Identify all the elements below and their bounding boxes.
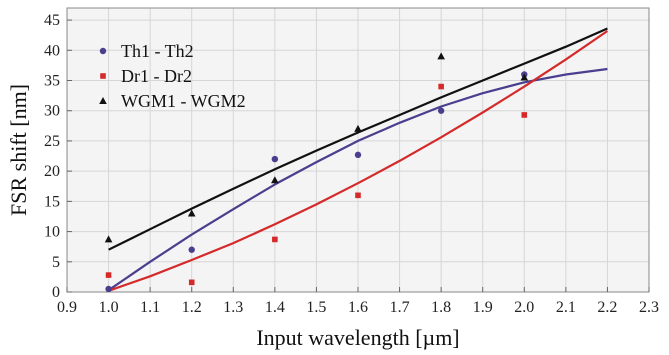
x-tick-label: 1.4 <box>265 299 285 316</box>
legend: Th1 - Th2 Dr1 - Dr2 WGM1 - WGM2 <box>99 41 246 111</box>
data-point-square <box>521 112 528 118</box>
data-points <box>104 52 529 293</box>
data-point-circle <box>105 285 112 293</box>
y-tick-label: 25 <box>44 133 60 150</box>
legend-label: WGM1 - WGM2 <box>121 91 246 111</box>
legend-label: Th1 - Th2 <box>121 41 194 61</box>
y-tick-label: 40 <box>44 42 60 59</box>
x-tick-label: 2.0 <box>514 299 534 316</box>
data-point-square <box>355 192 361 199</box>
y-tick-label: 5 <box>52 254 60 271</box>
data-point-square <box>438 83 444 90</box>
x-tick-label: 1.2 <box>182 299 202 316</box>
x-tick-label: 0.9 <box>57 299 77 316</box>
data-point-square <box>105 272 112 278</box>
data-point-triangle <box>271 176 279 184</box>
x-tick-label: 2.1 <box>556 299 576 316</box>
y-tick-label: 15 <box>44 193 60 210</box>
axis-ticks: 0.9 1.0 1.1 1.2 1.3 1.4 1.5 1.6 1.7 1.8 1.9 2.0 2.1 2… <box>44 12 659 316</box>
legend-marker-square <box>100 73 106 79</box>
fit-curves <box>107 27 609 292</box>
data-point-circle <box>188 246 195 253</box>
data-point-circle <box>271 155 279 163</box>
data-point-circle <box>354 151 362 159</box>
y-tick-label: 10 <box>44 224 60 241</box>
y-tick-label: 45 <box>44 12 60 29</box>
fit-curve-triangle <box>108 27 608 251</box>
y-tick-label: 20 <box>44 163 60 180</box>
data-point-triangle <box>104 235 113 243</box>
x-tick-label: 1.0 <box>99 299 119 316</box>
x-tick-label: 2.2 <box>597 299 617 316</box>
data-point-square <box>272 236 278 243</box>
x-tick-label: 2.3 <box>639 299 659 316</box>
x-tick-label: 1.6 <box>348 299 368 316</box>
x-tick-label: 1.5 <box>306 299 326 316</box>
data-point-triangle <box>354 124 362 132</box>
fit-curve-circle <box>107 67 608 292</box>
x-tick-label: 1.8 <box>431 299 451 316</box>
data-point-triangle <box>437 52 445 60</box>
legend-label: Dr1 - Dr2 <box>121 66 192 86</box>
data-point-circle <box>437 107 445 114</box>
x-tick-label: 1.9 <box>473 299 493 316</box>
fit-curve-square <box>108 30 609 292</box>
y-tick-label: 30 <box>44 103 60 120</box>
x-tick-label: 1.1 <box>140 299 160 316</box>
x-axis-title: Input wavelength [µm] <box>256 325 459 350</box>
data-point-triangle <box>187 209 196 217</box>
data-point-triangle <box>520 73 529 81</box>
x-tick-label: 1.7 <box>390 299 410 316</box>
x-tick-label: 1.3 <box>223 299 243 316</box>
y-axis-title: FSR shift [nm] <box>6 84 31 216</box>
y-tick-label: 0 <box>52 284 60 301</box>
data-point-square <box>188 279 195 286</box>
legend-marker-circle <box>99 47 107 55</box>
y-tick-label: 35 <box>44 73 60 90</box>
legend-marker-triangle <box>99 97 107 104</box>
